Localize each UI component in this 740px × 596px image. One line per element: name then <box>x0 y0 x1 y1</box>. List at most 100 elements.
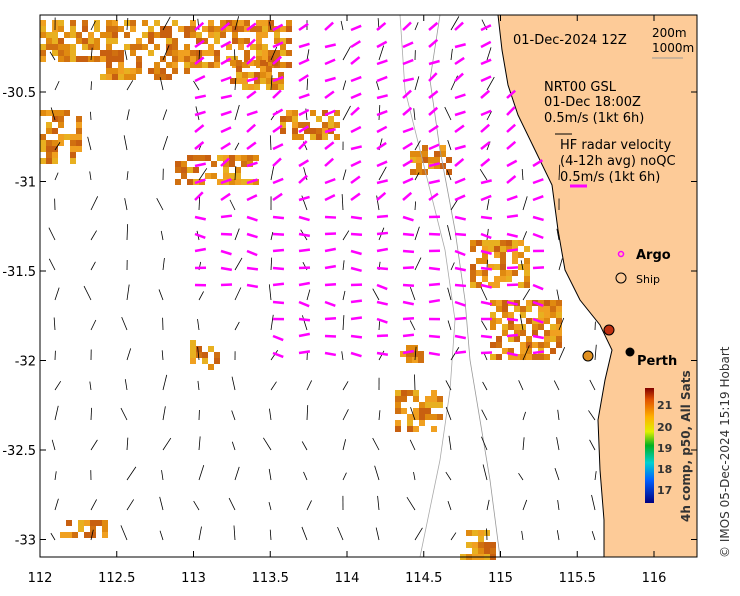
sst-pixel <box>238 38 244 44</box>
sst-pixel <box>76 116 82 122</box>
sst-pixel <box>244 38 250 44</box>
sst-pixel <box>490 342 496 348</box>
radar-arrow <box>377 353 388 355</box>
sst-pixel <box>556 318 562 324</box>
sst-pixel <box>236 66 242 72</box>
sst-pixel <box>58 20 64 26</box>
sst-pixel <box>214 50 220 56</box>
sst-pixel <box>184 32 190 38</box>
sst-pixel <box>52 140 58 146</box>
current-arrow <box>414 374 415 390</box>
sst-pixel <box>196 32 202 38</box>
sst-pixel <box>70 20 76 26</box>
sst-pixel <box>286 38 292 44</box>
radar-arrow <box>533 352 544 353</box>
sst-pixel <box>395 408 401 414</box>
sst-pixel <box>262 26 268 32</box>
sst-pixel <box>124 68 130 74</box>
sst-pixel <box>70 134 76 140</box>
x-tick-label: 112.5 <box>98 571 135 586</box>
colorbar-tick: 18 <box>657 463 672 476</box>
sst-pixel <box>214 26 220 32</box>
ship-marker[interactable] <box>604 325 614 335</box>
sst-pixel <box>472 548 478 554</box>
sst-pixel <box>242 72 248 78</box>
sst-pixel <box>544 312 550 318</box>
sst-colorbar <box>645 388 654 503</box>
sst-pixel <box>124 44 130 50</box>
sst-pixel <box>241 161 247 167</box>
sst-pixel <box>208 50 214 56</box>
sst-pixel <box>58 122 64 128</box>
sst-pixel <box>518 282 524 288</box>
sst-pixel <box>70 146 76 152</box>
sst-pixel <box>395 420 401 426</box>
sst-pixel <box>556 312 562 318</box>
sst-pixel <box>236 72 242 78</box>
radar-arrow <box>507 335 518 336</box>
sst-pixel <box>500 252 506 258</box>
sst-pixel <box>172 62 178 68</box>
radar-arrow <box>455 234 466 235</box>
sst-pixel <box>431 396 437 402</box>
sst-pixel <box>248 84 254 90</box>
sst-pixel <box>292 122 298 128</box>
sst-pixel <box>418 357 424 363</box>
sst-pixel <box>82 26 88 32</box>
sst-pixel <box>310 110 316 116</box>
sst-pixel <box>538 354 544 360</box>
radar-arrow <box>299 250 310 251</box>
sst-pixel <box>502 312 508 318</box>
current-arrow <box>90 112 91 120</box>
sst-pixel <box>262 32 268 38</box>
sst-pixel <box>124 32 130 38</box>
sst-pixel <box>401 390 407 396</box>
sst-pixel <box>506 276 512 282</box>
sst-pixel <box>100 56 106 62</box>
sst-pixel <box>90 520 96 526</box>
sst-pixel <box>208 44 214 50</box>
sst-pixel <box>60 532 66 538</box>
x-tick-label: 113.5 <box>252 571 289 586</box>
sst-pixel <box>208 32 214 38</box>
ship-label: Ship <box>636 273 660 286</box>
sst-pixel <box>256 32 262 38</box>
sst-pixel <box>286 110 292 116</box>
sst-pixel <box>58 56 64 62</box>
sst-pixel <box>232 32 238 38</box>
sst-pixel <box>84 520 90 526</box>
sst-pixel <box>494 276 500 282</box>
radar-arrow <box>299 351 310 353</box>
sst-pixel <box>538 312 544 318</box>
sst-pixel <box>278 84 284 90</box>
sst-pixel <box>490 312 496 318</box>
sst-pixel <box>52 32 58 38</box>
sst-pixel <box>214 38 220 44</box>
sst-pixel <box>217 155 223 161</box>
sst-pixel <box>334 122 340 128</box>
sst-pixel <box>148 26 154 32</box>
sst-pixel <box>181 167 187 173</box>
radar-arrow <box>273 250 284 251</box>
sst-pixel <box>154 74 160 80</box>
sst-pixel <box>40 44 46 50</box>
sst-pixel <box>112 32 118 38</box>
sst-pixel <box>142 32 148 38</box>
sst-pixel <box>88 32 94 38</box>
sst-pixel <box>520 306 526 312</box>
sst-pixel <box>130 50 136 56</box>
sst-pixel <box>470 240 476 246</box>
sst-pixel <box>407 426 413 432</box>
ship-marker[interactable] <box>583 351 593 361</box>
sst-pixel <box>46 122 52 128</box>
sst-pixel <box>211 173 217 179</box>
radar-arrow <box>429 234 440 235</box>
sst-pixel <box>106 68 112 74</box>
radar-arrow <box>351 234 362 235</box>
sst-pixel <box>254 84 260 90</box>
sst-pixel <box>500 270 506 276</box>
sst-pixel <box>226 26 232 32</box>
sst-pixel <box>166 26 172 32</box>
radar-arrow <box>481 336 492 337</box>
